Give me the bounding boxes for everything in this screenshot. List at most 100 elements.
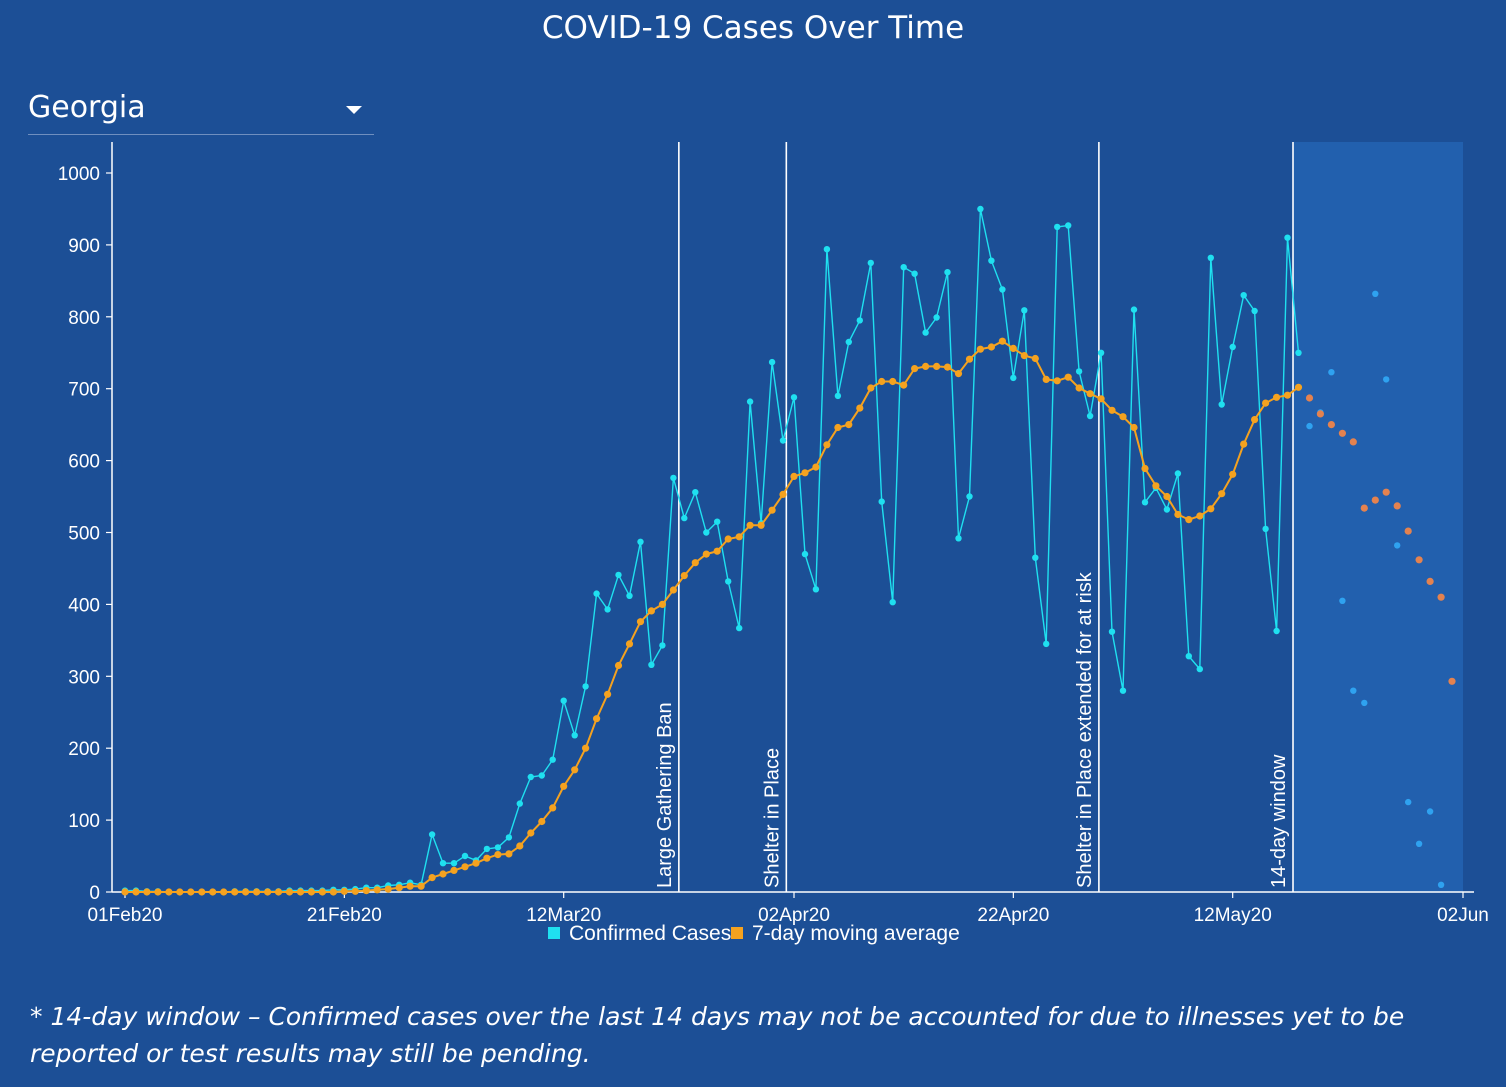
confirmed-window-point xyxy=(1415,840,1423,847)
average-point xyxy=(560,782,568,790)
average-point xyxy=(604,690,612,698)
average-point xyxy=(856,404,864,412)
average-point xyxy=(976,345,985,353)
confirmed-point xyxy=(1163,506,1171,513)
average-point xyxy=(1141,464,1149,473)
confirmed-point xyxy=(823,246,831,253)
confirmed-point xyxy=(1032,554,1039,561)
confirmed-point xyxy=(1240,292,1247,299)
confirmed-window-point xyxy=(1426,808,1434,815)
average-point xyxy=(1240,440,1248,448)
average-point xyxy=(318,888,326,896)
average-point xyxy=(614,661,623,670)
confirmed-point xyxy=(977,205,984,213)
average-point xyxy=(231,888,239,896)
legend-swatch-confirmed xyxy=(548,927,560,939)
confirmed-window-point xyxy=(1394,542,1401,549)
legend-label-confirmed[interactable]: Confirmed Cases xyxy=(569,922,731,945)
average-point xyxy=(285,888,294,896)
average-point xyxy=(461,863,469,871)
average-point xyxy=(329,888,337,896)
average-point xyxy=(1294,383,1303,391)
x-tick-label: 02Jun xyxy=(1437,905,1489,926)
confirmed-point xyxy=(944,269,951,276)
confirmed-point xyxy=(736,624,743,632)
average-window-point xyxy=(1415,556,1423,564)
confirmed-point xyxy=(1130,306,1138,313)
confirmed-point xyxy=(1065,222,1072,229)
average-point xyxy=(165,888,173,896)
average-point xyxy=(1031,354,1039,363)
confirmed-point xyxy=(670,474,677,482)
average-point xyxy=(702,550,710,558)
confirmed-point xyxy=(593,590,600,597)
average-point xyxy=(209,888,217,896)
average-point xyxy=(1185,516,1193,524)
average-window-point xyxy=(1382,488,1390,496)
confirmed-point xyxy=(1119,687,1127,694)
average-window-point xyxy=(1426,577,1434,586)
confirmed-point xyxy=(911,270,918,277)
confirmed-window-point xyxy=(1350,687,1357,694)
average-point xyxy=(582,744,590,752)
average-point xyxy=(1207,505,1215,513)
confirmed-point xyxy=(1141,499,1149,506)
confirmed-point xyxy=(1295,349,1302,356)
confirmed-point xyxy=(966,493,973,500)
average-window-point xyxy=(1316,410,1324,418)
confirmed-point xyxy=(648,661,655,668)
confirmed-point xyxy=(1262,525,1269,533)
average-point xyxy=(187,888,195,896)
average-window-point xyxy=(1393,502,1401,510)
average-point xyxy=(636,618,645,626)
average-point xyxy=(1152,482,1160,490)
confirmed-point xyxy=(659,642,666,649)
average-point xyxy=(724,535,732,543)
average-point xyxy=(176,888,184,896)
average-point xyxy=(1283,391,1292,399)
average-point xyxy=(549,804,557,812)
confirmed-point xyxy=(1273,627,1280,635)
series-line-confirmed xyxy=(125,208,1300,893)
average-point xyxy=(757,521,765,529)
average-point xyxy=(768,506,776,514)
state-dropdown[interactable]: Georgia xyxy=(28,86,374,135)
average-point xyxy=(483,854,491,862)
average-point xyxy=(439,870,447,878)
x-tick-label: 21Feb20 xyxy=(307,905,382,926)
confirmed-point xyxy=(1284,234,1291,241)
average-point xyxy=(1053,377,1061,385)
page-title: COVID-19 Cases Over Time xyxy=(541,10,965,46)
confirmed-point xyxy=(1097,349,1105,356)
average-window-point xyxy=(1371,496,1379,504)
confirmed-window-point xyxy=(1361,699,1368,707)
average-point xyxy=(198,888,206,896)
y-tick-label: 700 xyxy=(68,380,100,401)
average-point xyxy=(384,885,392,893)
confirmed-point xyxy=(845,338,852,346)
average-point xyxy=(823,441,831,449)
confirmed-point xyxy=(461,852,469,860)
confirmed-point xyxy=(1108,628,1116,635)
average-point xyxy=(1196,512,1204,520)
confirmed-point xyxy=(703,529,710,536)
confirmed-point xyxy=(549,756,556,763)
average-window-point xyxy=(1349,438,1357,446)
average-point xyxy=(296,888,305,896)
average-point xyxy=(911,365,919,373)
series-line-moving-average xyxy=(125,340,1300,893)
confirmed-point xyxy=(1086,412,1094,420)
confirmed-point xyxy=(582,683,589,690)
average-point xyxy=(1086,390,1094,398)
x-tick-label: 02Apr20 xyxy=(758,905,830,926)
confirmed-point xyxy=(516,800,523,807)
confirmed-point xyxy=(878,498,885,505)
average-point xyxy=(779,490,787,498)
legend-label-average[interactable]: 7-day moving average xyxy=(752,922,960,945)
average-point xyxy=(571,766,579,774)
average-point xyxy=(1097,395,1105,403)
average-point xyxy=(428,874,436,882)
average-point xyxy=(143,888,151,896)
average-point xyxy=(1218,490,1226,498)
confirmed-point xyxy=(999,286,1006,293)
